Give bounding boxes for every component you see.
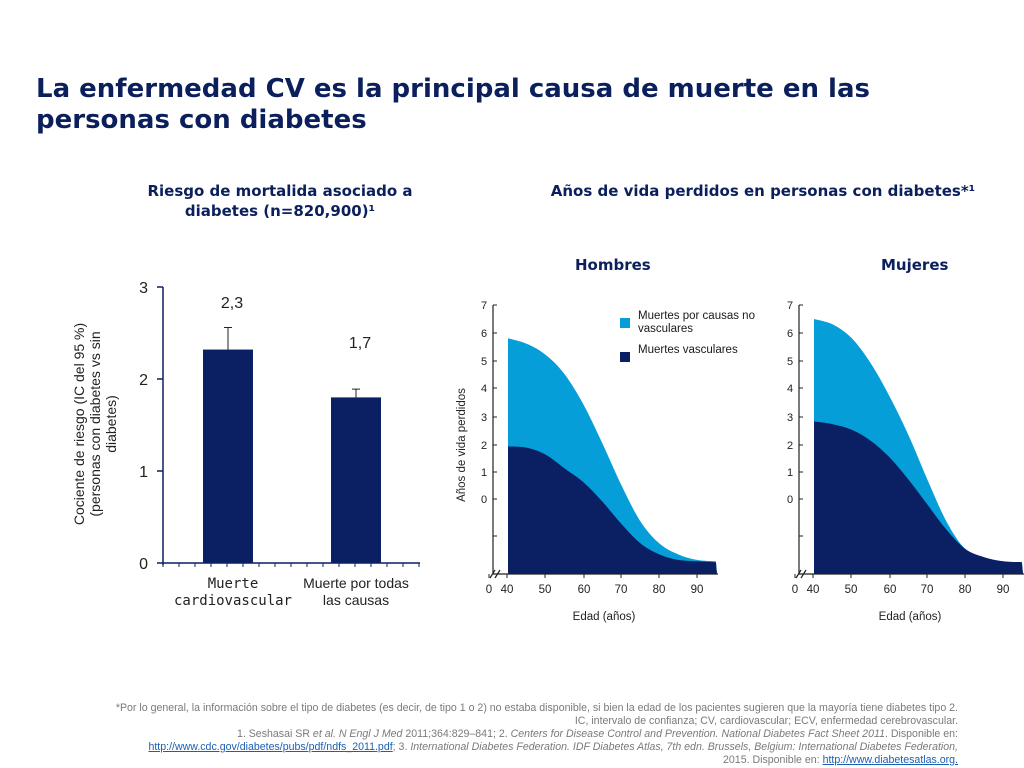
legend-item-vascular: Muertes vasculares <box>620 344 780 362</box>
area-x-axis-label: Edad (años) <box>879 611 942 623</box>
area-x-tick-label: 60 <box>884 584 897 596</box>
axis-break-mark <box>795 569 802 579</box>
footnote-ref1: 1. Seshasai SR <box>236 728 313 740</box>
bar-y-tick-label: 0 <box>139 556 148 573</box>
area-x-tick-label: 50 <box>845 584 858 596</box>
area-y-tick-label: 7 <box>481 300 487 312</box>
area-y-tick-label: 1 <box>787 467 793 479</box>
bar <box>331 397 381 563</box>
footnote-ref3-b: 2015. Disponible en: <box>723 754 823 766</box>
bar-category-label: Muerte <box>208 576 259 592</box>
axis-break-mark <box>800 569 807 579</box>
bar <box>203 349 253 563</box>
area-y-tick-label: 6 <box>481 328 487 340</box>
panel-title-men: Hombres <box>575 256 651 274</box>
footnote-link-cdc[interactable]: http://www.cdc.gov/diabetes/pubs/pdf/ndf… <box>148 741 393 753</box>
bar-y-tick-label: 3 <box>139 280 148 297</box>
legend-label-vascular: Muertes vasculares <box>638 344 738 356</box>
area-y-tick-label: 4 <box>787 383 793 395</box>
area-vascular <box>814 421 1023 574</box>
footnote-line2: IC, intervalo de confianza; CV, cardiova… <box>574 715 958 727</box>
axis-break-mark <box>494 569 501 579</box>
area-x-tick-label: 40 <box>501 584 514 596</box>
area-x-axis-label: Edad (años) <box>573 611 636 623</box>
area-y-tick-label: 6 <box>787 328 793 340</box>
bar-y-axis-label-line: Cociente de riesgo (IC del 95 %) <box>71 323 87 525</box>
area-x-tick-label: 70 <box>615 584 628 596</box>
footnote-link-idf[interactable]: http://www.diabetesatlas.org. <box>822 754 958 766</box>
area-y-tick-label: 3 <box>481 412 487 424</box>
panel-title-women: Mujeres <box>881 256 949 274</box>
footnote-ref3-title: International Diabetes Federation. IDF D… <box>410 741 958 753</box>
footnote-line1: *Por lo general, la información sobre el… <box>115 702 958 714</box>
area-vascular <box>508 446 717 574</box>
area-y-tick-label: 3 <box>787 412 793 424</box>
legend: Muertes por causas no vasculares Muertes… <box>620 310 780 365</box>
area-x-tick-label: 80 <box>653 584 666 596</box>
legend-label-nonvascular-1: Muertes por causas no <box>638 310 755 322</box>
page-title: La enfermedad CV es la principal causa d… <box>36 74 870 135</box>
area-x-tick-label: 60 <box>578 584 591 596</box>
area-x-tick-label: 0 <box>792 584 798 596</box>
area-x-tick-label: 80 <box>959 584 972 596</box>
bar-chart-title: Riesgo de mortalida asociado a diabetes … <box>147 182 413 220</box>
legend-item-nonvascular: Muertes por causas no vasculares <box>620 310 780 336</box>
footnote-ref2-b: . Disponible en: <box>884 728 958 740</box>
bar-data-label: 1,7 <box>349 335 371 352</box>
footnote-ref1-etal: et al. <box>312 728 336 740</box>
area-y-tick-label: 1 <box>481 467 487 479</box>
legend-label-nonvascular-2: vasculares <box>638 323 693 335</box>
bar-y-tick-label: 1 <box>139 464 148 481</box>
legend-swatch-vascular <box>620 352 630 362</box>
bar-category-label: Muerte por todas <box>303 575 409 591</box>
area-y-tick-label: 0 <box>481 494 487 506</box>
bar-y-axis-label: Cociente de riesgo (IC del 95 %)(persona… <box>71 323 119 525</box>
footnote-ref2-title: Centers for Disease Control and Preventi… <box>510 728 885 740</box>
area-x-tick-label: 0 <box>486 584 492 596</box>
footnote-ref3-a: ; 3. <box>392 741 411 753</box>
area-x-tick-label: 40 <box>807 584 820 596</box>
area-y-tick-label: 5 <box>481 356 487 368</box>
area-x-tick-label: 50 <box>539 584 552 596</box>
bar-data-label: 2,3 <box>221 295 243 312</box>
area-x-tick-label: 90 <box>691 584 704 596</box>
area-x-tick-label: 90 <box>997 584 1010 596</box>
area-chart-title: Años de vida perdidos en personas con di… <box>550 182 976 200</box>
bar-y-tick-label: 2 <box>139 372 148 389</box>
area-y-tick-label: 2 <box>481 440 487 452</box>
bar-category-label: cardiovascular <box>174 593 292 609</box>
area-y-tick-label: 2 <box>787 440 793 452</box>
footnote-ref1-journal: N Engl J Med <box>335 728 403 740</box>
footnote: *Por lo general, la información sobre el… <box>40 702 958 767</box>
area-y-tick-label: 4 <box>481 383 487 395</box>
area-y-axis-label: Años de vida perdidos <box>456 388 468 502</box>
bar-category-label: las causas <box>323 592 389 608</box>
axis-break-mark <box>489 569 496 579</box>
area-y-tick-label: 7 <box>787 300 793 312</box>
area-x-tick-label: 70 <box>921 584 934 596</box>
bar-y-axis-label-line: diabetes) <box>103 395 119 453</box>
area-y-tick-label: 5 <box>787 356 793 368</box>
bar-y-axis-label-line: (personas con diabetes vs sin <box>87 331 103 516</box>
footnote-ref1-b: 2011;364:829–841; 2. <box>402 728 511 740</box>
legend-swatch-nonvascular <box>620 318 630 328</box>
area-y-tick-label: 0 <box>787 494 793 506</box>
